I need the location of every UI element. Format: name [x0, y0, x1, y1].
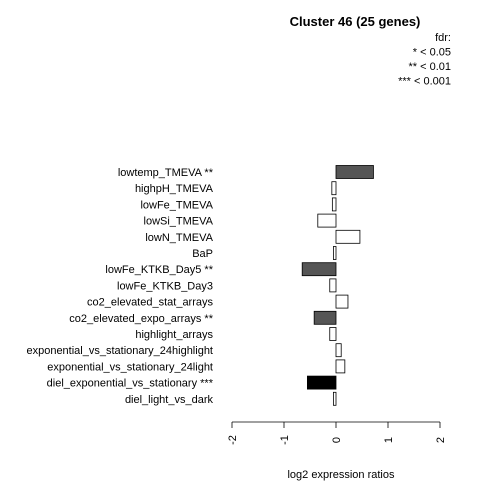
category-label: diel_light_vs_dark [125, 394, 214, 406]
bar [329, 278, 337, 293]
category-label: exponential_vs_stationary_24highlight [26, 345, 213, 357]
category-label: co2_elevated_stat_arrays [87, 297, 213, 309]
legend-line: * < 0.05 [413, 47, 451, 59]
category-label: exponential_vs_stationary_24light [47, 361, 213, 373]
bar [331, 197, 337, 212]
bar [335, 294, 349, 309]
bar [329, 327, 337, 341]
x-tick-label: -1 [279, 435, 291, 445]
category-label: lowFe_KTKB_Day5 ** [105, 264, 213, 276]
bar [335, 165, 374, 179]
bar [332, 246, 337, 260]
bar [332, 391, 337, 406]
fdr-legend: fdr: * < 0.05 ** < 0.01 *** < 0.001 [398, 32, 451, 88]
bar [335, 343, 342, 358]
x-tick-label: 2 [435, 437, 447, 443]
category-label: diel_exponential_vs_stationary *** [47, 378, 214, 390]
category-label: lowFe_TMEVA [140, 199, 213, 211]
bar [301, 262, 337, 277]
x-axis-label: log2 expression ratios [287, 469, 395, 481]
bar [331, 181, 337, 196]
x-axis: -2 -1 0 1 2 [227, 421, 447, 445]
bar [335, 359, 346, 374]
category-label: highpH_TMEVA [135, 183, 214, 195]
legend-line: ** < 0.01 [408, 61, 451, 73]
legend-line: fdr: [435, 32, 451, 44]
category-label: lowSi_TMEVA [144, 216, 214, 228]
bar [335, 229, 361, 244]
bar [313, 310, 337, 325]
category-label: lowFe_KTKB_Day3 [117, 280, 213, 292]
category-label: highlight_arrays [135, 329, 213, 341]
category-label: lowtemp_TMEVA ** [118, 167, 214, 179]
x-tick-label: 0 [331, 437, 343, 443]
bar [317, 213, 337, 228]
bars [301, 165, 374, 406]
legend-line: *** < 0.001 [398, 76, 451, 88]
x-tick-label: 1 [383, 437, 395, 443]
x-tick-label: -2 [227, 435, 239, 445]
category-label: BaP [192, 248, 213, 260]
chart-title: Cluster 46 (25 genes) [290, 14, 421, 29]
category-label: co2_elevated_expo_arrays ** [69, 313, 213, 325]
category-label: lowN_TMEVA [145, 232, 213, 244]
category-labels: lowtemp_TMEVA ** highpH_TMEVA lowFe_TMEVAl… [26, 167, 213, 406]
bar [306, 375, 337, 390]
